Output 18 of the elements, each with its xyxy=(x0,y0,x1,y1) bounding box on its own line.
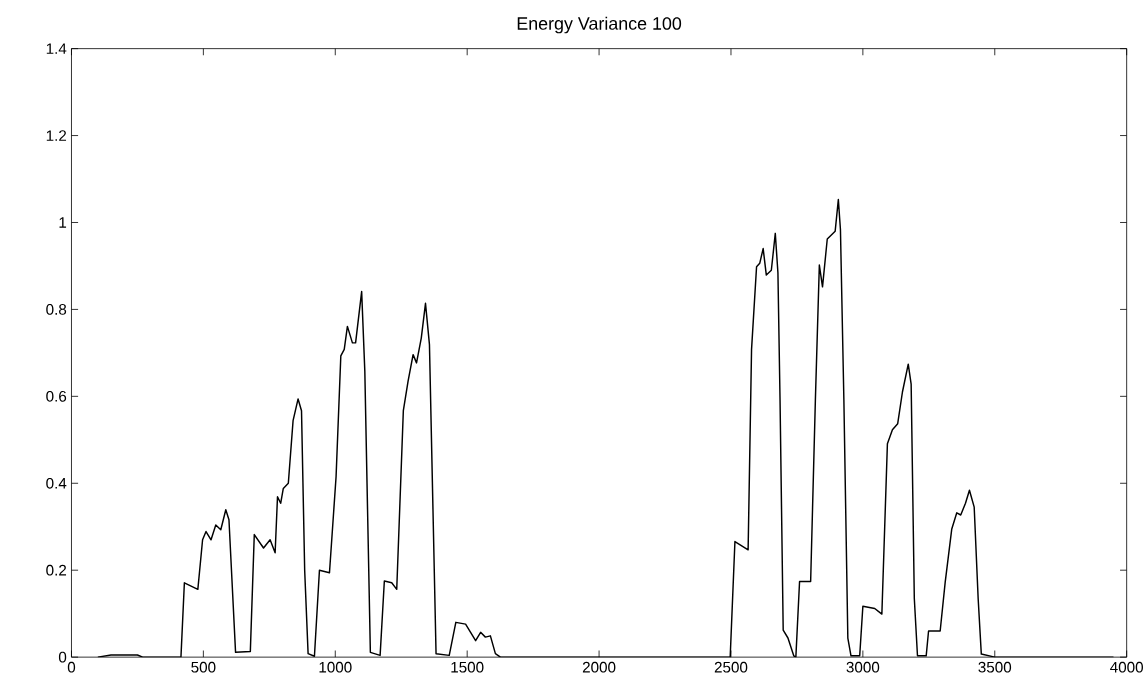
x-tick-label: 4000 xyxy=(1110,661,1143,673)
chart-title: Energy Variance 100 xyxy=(517,16,682,34)
x-tick-label: 0 xyxy=(67,661,76,673)
y-tick-label: 1.2 xyxy=(46,130,67,141)
x-tick-label: 3500 xyxy=(978,661,1012,673)
y-tick-label: 0.6 xyxy=(46,390,67,402)
y-tick-label: 0.4 xyxy=(46,477,67,489)
y-tick-label: 0.2 xyxy=(46,564,67,576)
y-tick-label: 0.8 xyxy=(46,304,67,315)
x-tick-label: 500 xyxy=(191,661,216,673)
x-tick-label: 2000 xyxy=(582,661,616,673)
x-tick-label: 1500 xyxy=(451,661,484,673)
y-tick-label: 1 xyxy=(59,217,67,228)
x-tick-label: 1000 xyxy=(319,661,352,673)
x-tick-label: 3000 xyxy=(846,661,880,673)
y-tick-label: 0 xyxy=(58,651,67,663)
y-tick-label: 1.4 xyxy=(46,43,67,54)
x-tick-label: 2500 xyxy=(714,661,748,673)
